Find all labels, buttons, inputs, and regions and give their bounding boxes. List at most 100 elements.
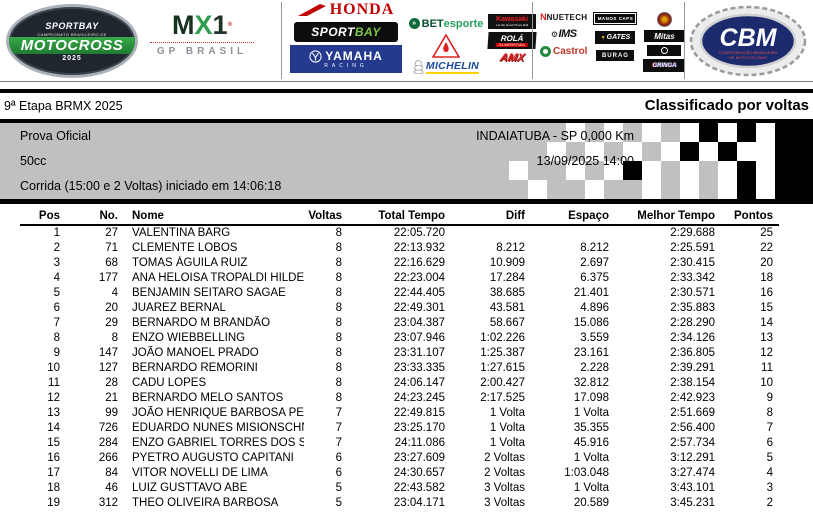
title-bar: 9ª Etapa BRMX 2025 Classificado por volt… bbox=[0, 89, 813, 123]
cell-diff: 2:00.427 bbox=[480, 377, 525, 389]
cell-espaco: 1 Volta bbox=[573, 452, 609, 464]
cell-total-tempo: 22:13.932 bbox=[393, 242, 445, 254]
cell-no: 28 bbox=[105, 377, 118, 389]
cell-total-tempo: 23:27.609 bbox=[393, 452, 445, 464]
table-row: 7 29 BERNARDO M BRANDÃO 8 23:04.387 58.667 15.… bbox=[20, 316, 779, 331]
cell-total-tempo: 24:06.147 bbox=[393, 377, 445, 389]
column-header-total-tempo: Total Tempo bbox=[348, 204, 451, 226]
checker-square bbox=[775, 142, 794, 161]
betesporte-circle-icon: » bbox=[408, 17, 420, 29]
cell-no: 284 bbox=[98, 437, 118, 449]
checker-square bbox=[528, 180, 547, 199]
cbm-sub1: CONFEDERAÇÃO BRASILEIRA bbox=[719, 50, 778, 55]
column-header-pos: Pos bbox=[20, 204, 66, 226]
kawasaki-slogan: Let the Good Times Roll bbox=[495, 23, 529, 27]
cell-voltas: 8 bbox=[335, 317, 342, 329]
cell-melhor-tempo: 2:29.688 bbox=[670, 227, 715, 239]
checker-square bbox=[718, 180, 737, 199]
cell-pos: 15 bbox=[47, 437, 60, 449]
checker-square bbox=[756, 142, 775, 161]
cell-nome: ANA HELOISA TROPALDI HILDEE bbox=[132, 272, 304, 284]
cell-melhor-tempo: 3:27.474 bbox=[670, 467, 715, 479]
cell-nome: PYETRO AUGUSTO CAPITANI bbox=[132, 452, 294, 464]
checker-square bbox=[718, 142, 737, 161]
checker-square bbox=[604, 161, 623, 180]
checker-square bbox=[642, 180, 661, 199]
triangle-drop-logo bbox=[432, 34, 460, 58]
checker-square bbox=[699, 142, 718, 161]
mx1-wordmark: MX1® bbox=[150, 12, 254, 39]
cell-voltas: 8 bbox=[335, 392, 342, 404]
table-row: 3 68 TOMAS ÁGUILA RUIZ 8 22:16.629 10.909 2.69… bbox=[20, 256, 779, 271]
cell-nome: JOÃO MANOEL PRADO bbox=[132, 347, 259, 359]
manos-caps-logo: MANOS CAPS bbox=[593, 12, 638, 25]
cell-pos: 18 bbox=[47, 482, 60, 494]
table-row: 12 21 BERNARDO MELO SANTOS 8 24:23.245 2:17.5… bbox=[20, 391, 779, 406]
cell-pontos: 18 bbox=[760, 272, 773, 284]
cell-diff: 1:25.387 bbox=[480, 347, 525, 359]
checker-square bbox=[737, 123, 756, 142]
banner-divider bbox=[281, 2, 282, 79]
cell-no: 29 bbox=[105, 317, 118, 329]
cell-melhor-tempo: 3:12.291 bbox=[670, 452, 715, 464]
cell-nome: ENZO WIEBBELLING bbox=[132, 332, 246, 344]
cell-voltas: 7 bbox=[335, 422, 342, 434]
ims-logo: IMS bbox=[551, 28, 578, 40]
table-row: 10 127 BERNARDO REMORINI 8 23:33.335 1:27.615… bbox=[20, 361, 779, 376]
rola-sub-label: DA IMPORTADA bbox=[495, 43, 528, 47]
cell-espaco: 1:03.048 bbox=[564, 467, 609, 479]
cell-nome: ENZO GABRIEL TORRES DOS SA bbox=[132, 437, 304, 449]
cell-voltas: 5 bbox=[335, 497, 342, 509]
column-header-espaco: Espaço bbox=[531, 204, 615, 226]
cell-no: 20 bbox=[105, 302, 118, 314]
cell-no: 21 bbox=[105, 392, 118, 404]
yamaha-tuning-fork-icon bbox=[309, 49, 322, 63]
cell-nome: BERNARDO MELO SANTOS bbox=[132, 392, 284, 404]
cell-espaco: 23.161 bbox=[573, 347, 609, 359]
cell-no: 84 bbox=[105, 467, 118, 479]
honda-sportbay-yamaha-column: HONDA SPORT BAY YAMAHA RACING bbox=[288, 1, 404, 73]
cell-melhor-tempo: 2:30.415 bbox=[670, 257, 715, 269]
recco-emblem-icon bbox=[656, 12, 672, 27]
betesporte-michelin-column: » BETesporte MICHELIN bbox=[404, 14, 488, 74]
cell-no: 266 bbox=[98, 452, 118, 464]
cell-no: 177 bbox=[98, 272, 118, 284]
cell-no: 27 bbox=[105, 227, 118, 239]
kawasaki-wordmark: Kawasaki bbox=[496, 16, 528, 23]
round-emblem-logo bbox=[647, 45, 682, 56]
cell-espaco bbox=[531, 225, 615, 241]
cell-pontos: 7 bbox=[766, 422, 773, 434]
cell-melhor-tempo: 3:45.231 bbox=[670, 497, 715, 509]
cell-pontos: 3 bbox=[766, 482, 773, 494]
cell-espaco: 17.098 bbox=[573, 392, 609, 404]
bet-part2: esporte bbox=[443, 18, 484, 30]
cell-diff: 1:02.226 bbox=[480, 332, 525, 344]
mitas-logo: Mitas bbox=[644, 30, 685, 42]
cell-total-tempo: 22:49.815 bbox=[393, 407, 445, 419]
checker-square bbox=[585, 142, 604, 161]
cell-melhor-tempo: 2:34.126 bbox=[670, 332, 715, 344]
cell-espaco: 3.559 bbox=[580, 332, 609, 344]
info-line-2: 50cc 13/09/2025 14:00 bbox=[0, 148, 813, 173]
sportbay-motocross-series-logo: SPORTBAY CAMPEONATO BRASILEIRO DE MOTOCR… bbox=[6, 4, 138, 78]
checker-square bbox=[775, 123, 794, 142]
cell-pos: 2 bbox=[53, 242, 60, 254]
kawasaki-column: Kawasaki Let the Good Times Roll ROLÁ DA… bbox=[487, 14, 537, 64]
cell-voltas: 8 bbox=[335, 302, 342, 314]
cell-espaco: 32.812 bbox=[573, 377, 609, 389]
cell-voltas: 8 bbox=[335, 332, 342, 344]
cell-nome: TOMAS ÁGUILA RUIZ bbox=[132, 257, 248, 269]
cell-nome: BERNARDO REMORINI bbox=[132, 362, 258, 374]
checker-square bbox=[794, 142, 813, 161]
cell-total-tempo: 24:11.086 bbox=[394, 437, 445, 449]
checker-square bbox=[680, 142, 699, 161]
cell-nome: VALENTINA BARG bbox=[132, 227, 231, 239]
table-row: 2 71 CLEMENTE LOBOS 8 22:13.932 8.212 8.212 2:2… bbox=[20, 241, 779, 256]
cell-voltas: 5 bbox=[335, 482, 342, 494]
cell-total-tempo: 22:05.720 bbox=[393, 227, 445, 239]
sponsor-column-a: N NUETECH IMS Castrol bbox=[540, 12, 587, 72]
cell-pos: 8 bbox=[53, 332, 60, 344]
checker-square bbox=[642, 123, 661, 142]
checker-square bbox=[718, 123, 737, 142]
cell-pos: 6 bbox=[53, 302, 60, 314]
